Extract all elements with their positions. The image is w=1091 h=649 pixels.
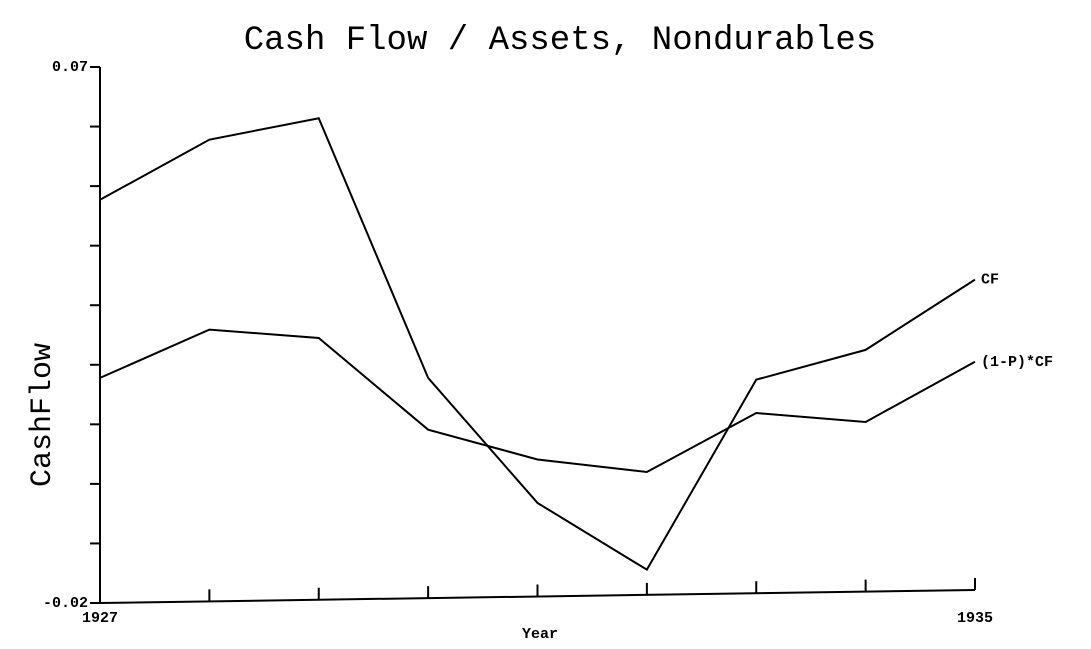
- x-axis-label: Year: [522, 626, 558, 643]
- y-axis-label: CashFlow: [26, 343, 60, 487]
- chart-title: Cash Flow / Assets, Nondurables: [244, 22, 877, 60]
- x-tick-label: 1935: [957, 610, 993, 627]
- x-tick-label: 1927: [82, 610, 118, 627]
- series-label: (1-P)*CF: [981, 354, 1053, 371]
- y-tick-label: 0.07: [52, 59, 88, 76]
- series-line: [99, 328, 976, 474]
- y-tick-label: -0.02: [43, 595, 88, 612]
- series-line: [99, 117, 976, 572]
- series-label: CF: [981, 272, 999, 289]
